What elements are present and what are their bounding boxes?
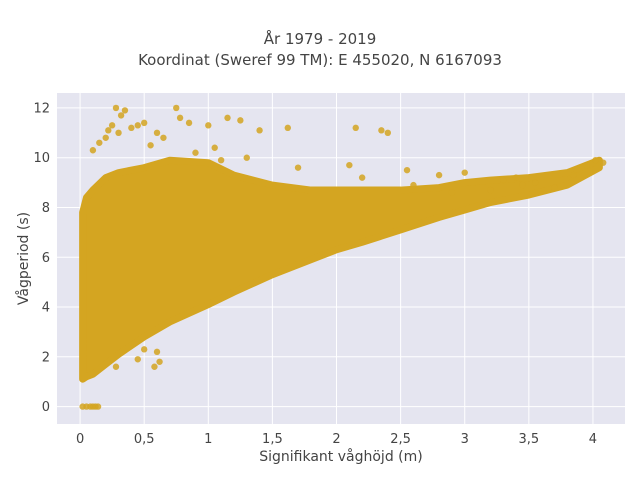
scatter-point bbox=[512, 174, 520, 181]
scatter-point bbox=[151, 363, 158, 370]
y-axis-title: Vågperiod (s) bbox=[15, 212, 32, 305]
scatter-point bbox=[256, 127, 263, 134]
scatter-point bbox=[112, 104, 120, 112]
x-tick-label: 2,5 bbox=[390, 432, 411, 447]
scatter-point bbox=[153, 129, 161, 137]
scatter-point bbox=[147, 142, 154, 149]
scatter-point bbox=[378, 127, 385, 134]
x-tick-label: 3 bbox=[461, 432, 469, 447]
scatter-point bbox=[115, 129, 122, 137]
scatter-point bbox=[153, 348, 161, 356]
scatter-point bbox=[134, 356, 141, 363]
x-tick-label: 1 bbox=[204, 432, 212, 447]
scatter-point bbox=[461, 169, 468, 176]
y-tick-label: 4 bbox=[42, 301, 50, 316]
scatter-point bbox=[173, 104, 180, 112]
x-tick-label: 0 bbox=[76, 432, 84, 447]
scatter-point bbox=[384, 129, 391, 137]
scatter-point bbox=[121, 107, 129, 114]
x-tick-label: 0,5 bbox=[134, 432, 155, 447]
x-tick-label: 2 bbox=[332, 432, 340, 447]
scatter-point bbox=[217, 156, 225, 164]
x-axis-ticks: 0 0,5 1 1,5 2 2,5 3 3,5 4 bbox=[76, 432, 597, 447]
scatter-point bbox=[160, 134, 167, 141]
scatter-point bbox=[583, 161, 590, 169]
scatter-point bbox=[140, 346, 148, 353]
scatter-point bbox=[346, 161, 353, 169]
scatter-point bbox=[403, 166, 411, 174]
scatter-point bbox=[570, 171, 577, 179]
scatter-point bbox=[176, 114, 184, 122]
scatter-point bbox=[499, 176, 507, 184]
scatter-point bbox=[185, 119, 193, 127]
y-tick-label: 0 bbox=[42, 400, 50, 415]
data-points bbox=[79, 104, 607, 410]
x-tick-label: 3,5 bbox=[518, 432, 539, 447]
scatter-point bbox=[237, 117, 244, 124]
chart-title-line2: Koordinat (Sweref 99 TM): E 455020, N 61… bbox=[138, 51, 502, 69]
scatter-point bbox=[117, 112, 125, 119]
scatter-point bbox=[294, 164, 302, 171]
scatter-point bbox=[105, 127, 112, 134]
scatter-point bbox=[224, 114, 231, 122]
scatter-point bbox=[551, 184, 558, 191]
x-axis-title: Signifikant våghöjd (m) bbox=[259, 448, 422, 465]
y-tick-label: 2 bbox=[42, 350, 50, 365]
y-tick-label: 12 bbox=[33, 101, 50, 116]
scatter-point bbox=[592, 156, 599, 164]
dense-point-cloud bbox=[79, 156, 603, 383]
scatter-point bbox=[89, 147, 97, 154]
scatter-point bbox=[140, 119, 148, 127]
scatter-point bbox=[600, 159, 607, 166]
scatter-point bbox=[94, 403, 102, 410]
scatter-point bbox=[192, 149, 199, 156]
y-axis-ticks: 0 2 4 6 8 10 12 bbox=[33, 101, 50, 415]
x-tick-label: 1,5 bbox=[262, 432, 283, 447]
scatter-point bbox=[134, 122, 141, 129]
scatter-point bbox=[211, 144, 218, 151]
scatter-point bbox=[410, 181, 417, 189]
scatter-point bbox=[532, 179, 539, 186]
scatter-point bbox=[352, 124, 359, 132]
scatter-point bbox=[108, 122, 116, 129]
x-tick-label: 4 bbox=[589, 432, 597, 447]
scatter-point bbox=[205, 122, 212, 129]
y-tick-label: 6 bbox=[42, 251, 50, 266]
scatter-point bbox=[284, 124, 291, 132]
y-tick-label: 8 bbox=[42, 201, 50, 216]
scatter-point bbox=[156, 358, 163, 365]
scatter-point bbox=[112, 363, 120, 370]
scatter-point bbox=[358, 174, 366, 181]
scatter-point bbox=[128, 124, 135, 132]
scatter-point bbox=[96, 139, 103, 146]
scatter-point bbox=[435, 171, 443, 179]
scatter-point bbox=[448, 189, 456, 196]
scatter-point bbox=[519, 181, 526, 189]
scatter-point bbox=[102, 134, 109, 141]
y-tick-label: 10 bbox=[33, 151, 50, 166]
chart-title-line1: År 1979 - 2019 bbox=[263, 30, 377, 48]
scatter-point bbox=[487, 186, 494, 194]
scatter-point bbox=[243, 154, 250, 161]
